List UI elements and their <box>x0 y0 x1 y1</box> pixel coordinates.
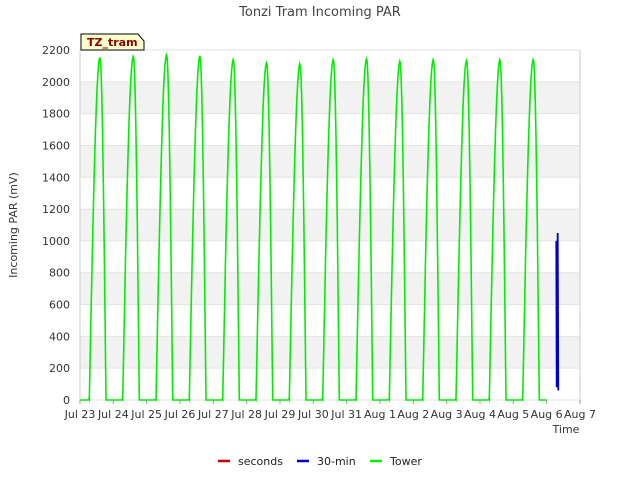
legend: seconds 30-min Tower <box>218 455 422 468</box>
x-tick-label: Aug 6 <box>531 408 563 421</box>
x-tick-label: Aug 7 <box>564 408 596 421</box>
series-line-30-min <box>555 232 560 391</box>
legend-label-seconds: seconds <box>238 455 283 468</box>
x-tick-label: Jul 28 <box>230 408 262 421</box>
y-tick-label: 0 <box>63 394 70 407</box>
x-tick-label: Jul 23 <box>64 408 96 421</box>
y-tick-label: 1000 <box>42 235 70 248</box>
y-tick-label: 800 <box>49 267 70 280</box>
x-tick-label: Jul 25 <box>130 408 162 421</box>
badge-label: TZ_tram <box>87 36 138 49</box>
x-tick-label: Aug 3 <box>431 408 463 421</box>
y-axis: 0 200 400 600 800 1000 1200 1400 1600 1800 2000 220… <box>42 44 580 407</box>
grid-band <box>80 209 580 241</box>
series-layer <box>80 52 560 403</box>
y-tick-label: 2200 <box>42 44 70 57</box>
y-tick-label: 200 <box>49 362 70 375</box>
x-tick-label: Aug 1 <box>364 408 396 421</box>
x-tick-label: Jul 26 <box>164 408 196 421</box>
station-badge: TZ_tram <box>80 33 145 51</box>
series-line-tower <box>80 52 547 403</box>
y-axis-label: Incoming PAR (mV) <box>7 172 20 278</box>
chart-title: Tonzi Tram Incoming PAR <box>238 5 401 20</box>
legend-item-tower: Tower <box>370 455 422 468</box>
x-tick-label: Aug 4 <box>464 408 496 421</box>
y-tick-label: 600 <box>49 299 70 312</box>
legend-item-30-min: 30-min <box>297 455 356 468</box>
grid-band <box>80 272 580 305</box>
y-tick-label: 400 <box>49 330 70 343</box>
grid-band <box>80 145 580 178</box>
y-tick-label: 1200 <box>42 203 70 216</box>
x-tick-label: Aug 5 <box>497 408 529 421</box>
x-tick-label: Jul 30 <box>297 408 329 421</box>
y-tick-label: 1600 <box>42 139 70 152</box>
badge-box <box>80 33 145 51</box>
x-tick-label: Jul 29 <box>264 408 296 421</box>
grid-band <box>80 336 580 369</box>
y-tick-label: 2000 <box>42 76 70 89</box>
x-tick-label: Jul 31 <box>330 408 362 421</box>
legend-label-tower: Tower <box>389 455 422 468</box>
x-axis: Jul 23 Jul 24 Jul 25 Jul 26 Jul 27 Jul 28 Jul … <box>64 400 596 421</box>
y-tick-label: 1800 <box>42 108 70 121</box>
legend-label-30-min: 30-min <box>317 455 356 468</box>
x-tick-label: Jul 24 <box>97 408 129 421</box>
x-axis-label: Time <box>552 423 580 436</box>
x-tick-label: Aug 2 <box>397 408 429 421</box>
y-tick-label: 1400 <box>42 171 70 184</box>
legend-item-seconds: seconds <box>218 455 283 468</box>
x-tick-label: Jul 27 <box>197 408 229 421</box>
